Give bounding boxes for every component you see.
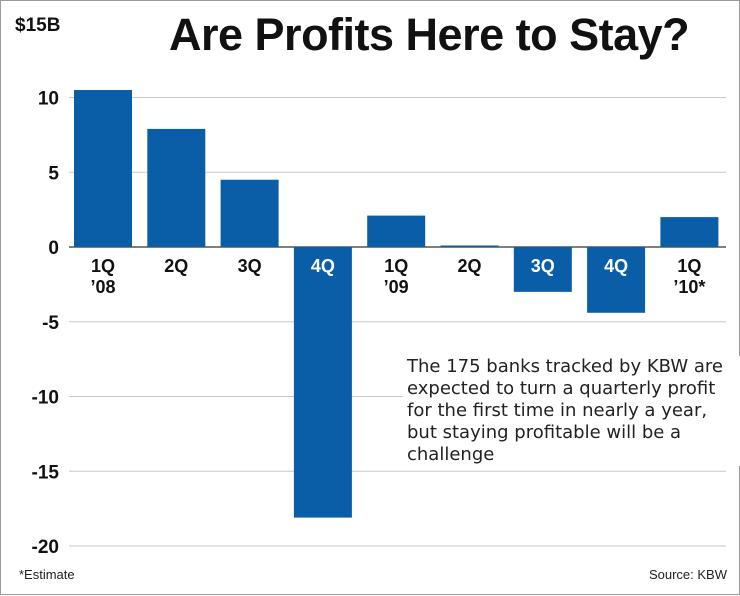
y-tick-label: -5 (42, 313, 59, 334)
source-credit: Source: KBW (648, 567, 727, 582)
bar (440, 245, 499, 248)
x-category-label: ’08 (90, 277, 115, 297)
y-tick-label: 5 (48, 163, 59, 184)
x-category-label: 2Q (164, 256, 188, 276)
chart-annotation: The 175 banks tracked by KBW are expecte… (403, 356, 740, 466)
x-category-label: 2Q (457, 256, 481, 276)
bar (587, 247, 646, 313)
x-category-label: 1Q (677, 256, 701, 276)
bar (513, 247, 572, 292)
chart-title: Are Profits Here to Stay? (169, 9, 690, 60)
x-category-label: 1Q (91, 256, 115, 276)
bar (367, 215, 426, 247)
x-category-label: 4Q (604, 256, 628, 276)
bar (220, 179, 279, 247)
bar (660, 217, 719, 247)
footnote: *Estimate (19, 567, 75, 582)
y-tick-label: -20 (32, 537, 59, 558)
x-category-label: 1Q (384, 256, 408, 276)
x-category-label: 3Q (238, 256, 262, 276)
x-category-label: 4Q (311, 256, 335, 276)
y-tick-label: 10 (38, 89, 59, 110)
bar (293, 247, 352, 518)
x-category-label: 3Q (531, 256, 555, 276)
y-tick-label: -10 (32, 388, 59, 409)
bar (74, 90, 132, 248)
y-axis-unit-label: $15B (15, 15, 61, 36)
y-tick-label: -15 (32, 462, 60, 483)
x-category-label: ’09 (384, 277, 409, 297)
y-tick-label: 0 (48, 238, 59, 259)
bar (147, 128, 206, 247)
x-category-label: ’10* (673, 277, 705, 297)
